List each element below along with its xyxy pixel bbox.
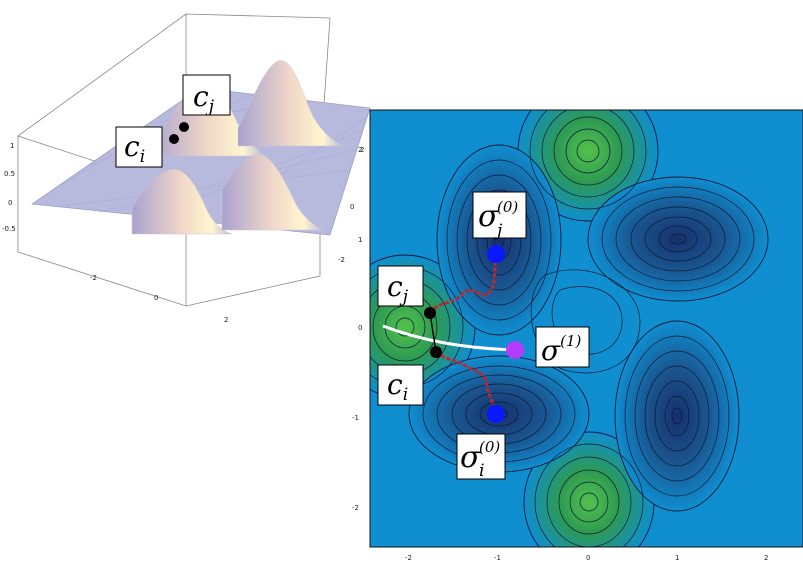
z-tick: 0.5 (4, 170, 15, 178)
contour-x-ticks: -2 -1 0 1 2 (405, 554, 768, 562)
bump-front-right (221, 154, 325, 231)
y-tick: 0 (358, 324, 362, 332)
surface-x-ticks: -2 0 2 (338, 146, 364, 264)
bump-front-left (131, 169, 233, 235)
surface-point-ci (169, 134, 179, 144)
x-tick: -2 (405, 554, 412, 562)
well-upper (436, 144, 562, 336)
surface-bumps (131, 60, 345, 235)
bump-back-right (237, 60, 345, 147)
surface-point-cj (179, 122, 189, 132)
path-to-sigma-1 (382, 324, 516, 352)
svg-text:cj: cj (387, 270, 409, 307)
x-tick: 0 (350, 203, 354, 211)
label-sigma-i0: σ (0) i (456, 433, 506, 481)
point-ci (430, 346, 442, 358)
path-to-sigma-i (435, 350, 498, 413)
svg-text:j: j (493, 221, 503, 241)
surface-z-ticks: 1 0.5 0 -0.5 (2, 142, 16, 233)
y-tick: 2 (358, 146, 362, 154)
point-sigma-j0 (487, 245, 505, 263)
z-tick: 0 (8, 199, 12, 207)
svg-text:σ: σ (478, 199, 500, 234)
x-tick: 1 (675, 554, 679, 562)
y-tick: 1 (358, 236, 362, 244)
surface-label-ci: ci (115, 126, 163, 168)
point-sigma-1 (506, 341, 524, 359)
svg-text:i: i (479, 461, 484, 481)
point-cj (424, 307, 436, 319)
field-regions (370, 110, 769, 547)
y-tick: -1 (352, 414, 359, 422)
label-cj: cj (377, 265, 424, 307)
x-tick: 2 (764, 554, 768, 562)
x-tick: -1 (494, 554, 501, 562)
svg-text:ci: ci (387, 368, 408, 405)
link-ci-cj (429, 312, 437, 353)
svg-text:σ(1): σ(1) (541, 332, 582, 367)
z-tick: 1 (10, 142, 14, 150)
svg-text:(0): (0) (479, 438, 500, 456)
y-tick: -2 (352, 504, 359, 512)
contour-frame (369, 109, 803, 548)
surface-plot: 1 0.5 0 -0.5 -2 0 2 -2 0 2 cj ci (2, 13, 371, 324)
label-sigma-1: σ(1) (535, 326, 590, 368)
svg-text:cj: cj (193, 80, 215, 117)
svg-text:σ: σ (460, 440, 482, 475)
x-tick: -2 (338, 256, 345, 264)
label-ci: ci (377, 364, 424, 406)
surface-label-cj: cj (182, 74, 231, 117)
y-tick: -2 (90, 274, 97, 282)
y-tick: 0 (154, 294, 158, 302)
well-right-upper (587, 176, 769, 302)
svg-text:ci: ci (124, 130, 145, 167)
contour-y-ticks: 2 1 0 -1 -2 (352, 146, 362, 512)
x-tick: 2 (360, 146, 364, 154)
x-tick: 0 (586, 554, 590, 562)
label-sigma-j0: σ (0) j (472, 191, 527, 241)
surface-y-ticks: -2 0 2 (90, 274, 228, 324)
path-to-sigma-j (428, 253, 498, 314)
z-tick: -0.5 (2, 225, 16, 233)
well-right-lower (614, 320, 740, 512)
svg-text:(0): (0) (497, 198, 518, 216)
contour-plot: -2 -1 0 1 2 2 1 0 -1 -2 σ (0) j (352, 109, 803, 562)
point-sigma-i0 (487, 405, 505, 423)
y-tick: 2 (224, 316, 228, 324)
